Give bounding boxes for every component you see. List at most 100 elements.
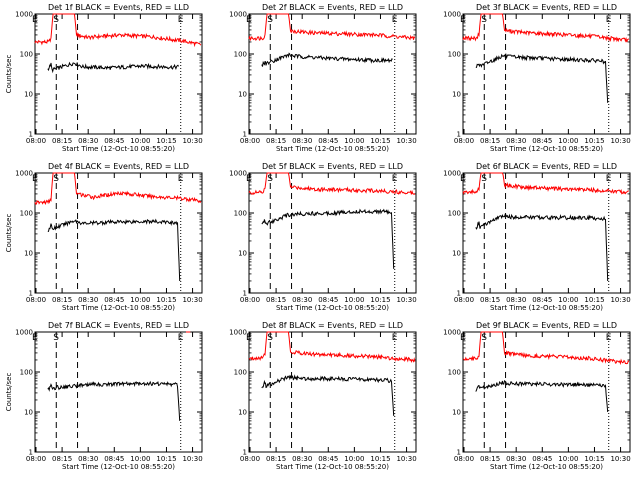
event-marker-label: E [32,174,38,184]
chart-title: Det 8f BLACK = Events, RED = LLD [262,321,403,330]
x-tick-label: 10:30 [182,455,202,463]
chart-panel: Det 6f BLACK = Events, RED = LLD 1 10 100 10… [443,162,630,312]
y-tick-label: 10 [24,250,33,258]
y-tick-label: 1000 [15,170,33,178]
x-tick-label: 08:15 [52,137,72,145]
x-tick-label: 08:30 [292,296,312,304]
series-events-line [261,374,395,416]
x-tick-label: 10:30 [396,455,416,463]
event-marker-label: S [267,333,273,343]
series-events-line [47,218,181,282]
y-axis-label: Counts/sec [5,214,13,253]
x-tick-label: 08:30 [506,455,526,463]
series-events-line [47,61,180,74]
x-tick-label: 08:45 [318,455,338,463]
event-marker-label: S [481,174,487,184]
event-marker-label: S [53,15,59,25]
x-tick-label: 10:15 [584,296,604,304]
event-marker-label: E [246,333,252,343]
y-axis-label: Counts/sec [5,373,13,412]
event-marker-label: S [481,15,487,25]
x-tick-label: 08:00 [240,137,260,145]
x-tick-label: 10:00 [130,296,150,304]
x-axis-label: Start Time (12-Oct-10 08:55:20) [62,145,175,153]
chart-panel: Det 4f BLACK = Events, RED = LLD 1 10 100 10… [5,162,203,312]
x-tick-label: 10:30 [182,137,202,145]
y-tick-label: 100 [234,369,247,377]
y-tick-label: 1000 [229,11,247,19]
event-marker-label: E [392,333,398,343]
x-axis-label: Start Time (12-Oct-10 08:55:20) [490,463,603,471]
chart-title: Det 2f BLACK = Events, RED = LLD [262,3,403,12]
y-tick-label: 1000 [15,11,33,19]
y-tick-label: 100 [20,210,33,218]
x-axis-label: Start Time (12-Oct-10 08:55:20) [276,463,389,471]
series-events-line [261,52,393,67]
plot-frame [34,13,203,135]
x-tick-label: 08:30 [78,296,98,304]
x-tick-label: 10:15 [584,455,604,463]
event-marker-label: S [481,333,487,343]
x-axis-label: Start Time (12-Oct-10 08:55:20) [276,304,389,312]
x-tick-label: 08:15 [52,455,72,463]
x-tick-label: 10:30 [610,296,630,304]
chart-panel: Det 7f BLACK = Events, RED = LLD 1 10 100 10… [5,321,203,471]
x-tick-label: 08:15 [480,455,500,463]
y-tick-label: 1 [457,449,461,457]
x-tick-label: 10:15 [156,455,176,463]
event-marker-label: E [392,15,398,25]
x-tick-label: 08:30 [506,296,526,304]
x-tick-label: 08:45 [532,137,552,145]
x-tick-label: 10:00 [558,296,578,304]
y-tick-label: 1000 [443,170,461,178]
plot-frame [34,172,203,294]
y-tick-label: 10 [238,250,247,258]
series-events-line [475,380,609,413]
y-tick-label: 10 [452,250,461,258]
x-tick-label: 08:00 [26,137,46,145]
series-lld-line [462,13,630,43]
event-marker-label: E [32,333,38,343]
x-tick-label: 10:30 [396,137,416,145]
series-lld-line [248,172,416,195]
x-tick-label: 10:30 [396,296,416,304]
x-tick-label: 08:30 [78,137,98,145]
chart-title: Det 9f BLACK = Events, RED = LLD [476,321,617,330]
y-tick-label: 10 [24,409,33,417]
x-tick-label: 08:15 [480,137,500,145]
chart-panel: Det 8f BLACK = Events, RED = LLD 1 10 100 10… [229,321,416,471]
x-tick-label: 08:45 [532,296,552,304]
chart-title: Det 1f BLACK = Events, RED = LLD [48,3,189,12]
y-tick-label: 1 [457,131,461,139]
x-tick-label: 08:00 [240,455,260,463]
x-tick-label: 08:45 [104,137,124,145]
chart-panel: Det 3f BLACK = Events, RED = LLD 1 10 100 10… [443,3,630,153]
series-events-line [475,213,609,282]
x-tick-label: 10:15 [370,137,390,145]
y-tick-label: 10 [238,409,247,417]
x-tick-label: 08:15 [52,296,72,304]
x-tick-label: 08:30 [292,455,312,463]
y-tick-label: 1 [457,290,461,298]
event-marker-label: S [53,333,59,343]
chart-panel: Det 1f BLACK = Events, RED = LLD 1 10 100 10… [5,3,203,153]
event-marker-label: S [267,15,273,25]
series-lld-line [34,13,202,48]
x-axis-label: Start Time (12-Oct-10 08:55:20) [490,304,603,312]
event-marker-label: E [246,15,252,25]
y-tick-label: 1 [243,290,247,298]
x-tick-label: 08:15 [266,455,286,463]
y-tick-label: 100 [234,210,247,218]
y-tick-label: 10 [452,409,461,417]
x-tick-label: 08:00 [454,296,474,304]
x-tick-label: 10:30 [610,137,630,145]
y-tick-label: 1 [29,290,33,298]
y-tick-label: 100 [448,210,461,218]
plot-frame [462,331,631,453]
x-tick-label: 08:00 [26,455,46,463]
event-marker-label: E [460,15,466,25]
x-tick-label: 10:00 [558,455,578,463]
plot-frame [34,331,203,453]
y-tick-label: 1 [243,131,247,139]
event-marker-label: E [178,15,184,25]
